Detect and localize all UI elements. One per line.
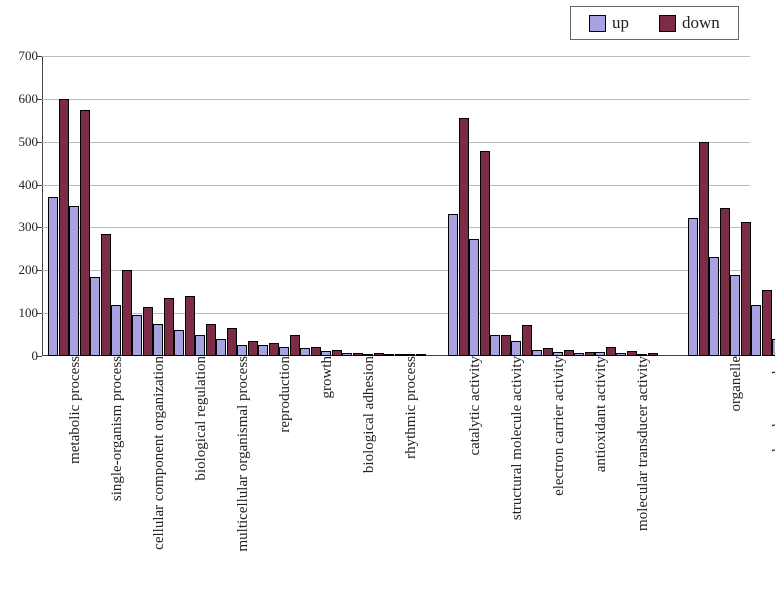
y-tick-label: 200 xyxy=(19,262,43,278)
bar-up xyxy=(730,275,740,356)
y-tick-label: 100 xyxy=(19,305,43,321)
bar-down xyxy=(522,325,532,356)
bar-up xyxy=(448,214,458,356)
legend-label-up: up xyxy=(612,13,629,33)
gridline xyxy=(42,270,750,271)
x-category-label: electron carrier activity xyxy=(547,356,568,496)
x-category-label: growth xyxy=(315,356,336,399)
bar-up xyxy=(688,218,698,356)
bar-down xyxy=(80,110,90,356)
bar-down xyxy=(459,118,469,356)
bar-down xyxy=(227,328,237,356)
y-tick-label: 700 xyxy=(19,48,43,64)
bar-down xyxy=(290,335,300,356)
x-category-label: organelle xyxy=(724,356,745,412)
bar-down xyxy=(101,234,111,356)
bar-up xyxy=(342,353,352,356)
y-tick-label: 600 xyxy=(19,91,43,107)
bar-up xyxy=(237,345,247,356)
bar-up xyxy=(553,352,563,356)
bar-up xyxy=(153,324,163,356)
bar-up xyxy=(111,305,121,356)
x-category-label: cellular component organization xyxy=(147,356,168,550)
legend-swatch-down xyxy=(659,15,676,32)
x-category-label: molecular transducer activity xyxy=(631,356,652,531)
gridline xyxy=(42,142,750,143)
bar-down xyxy=(374,353,384,356)
bar-up xyxy=(363,354,373,356)
bar-down xyxy=(762,290,772,356)
x-category-label: catalytic activity xyxy=(463,356,484,456)
bar-down xyxy=(564,350,574,356)
bar-up xyxy=(490,335,500,356)
bar-up xyxy=(405,354,415,356)
bar-up xyxy=(90,277,100,356)
x-category-label: antioxidant activity xyxy=(589,356,610,472)
bar-up xyxy=(321,351,331,356)
bar-up xyxy=(469,239,479,356)
bar-down xyxy=(269,343,279,356)
bar-up xyxy=(258,345,268,356)
bar-down xyxy=(699,142,709,356)
bar-down xyxy=(206,324,216,356)
gridline xyxy=(42,185,750,186)
y-axis-line xyxy=(42,56,43,356)
bar-up xyxy=(384,354,394,356)
legend: up down xyxy=(570,6,739,40)
x-category-label: reproduction xyxy=(273,356,294,433)
x-category-label: multicellular organismal process xyxy=(231,356,252,552)
bar-up xyxy=(511,341,521,356)
bar-down xyxy=(143,307,153,356)
bar-down xyxy=(248,341,258,356)
y-tick-label: 0 xyxy=(32,348,43,364)
y-tick-label: 500 xyxy=(19,134,43,150)
bar-up xyxy=(616,353,626,356)
bar-up xyxy=(216,339,226,356)
gridline xyxy=(42,227,750,228)
bar-down xyxy=(501,335,511,356)
bar-up xyxy=(279,347,289,356)
legend-item-up: up xyxy=(589,13,629,33)
x-category-label: metabolic process xyxy=(63,356,84,464)
bar-down xyxy=(648,353,658,356)
go-bar-chart: up down 0100200300400500600700metabolic … xyxy=(0,0,775,596)
bar-up xyxy=(709,257,719,356)
bar-up xyxy=(48,197,58,356)
bar-down xyxy=(185,296,195,356)
bar-down xyxy=(59,99,69,356)
bar-up xyxy=(132,315,142,356)
x-category-label: biological regulation xyxy=(189,356,210,481)
x-category-label: biological adhesion xyxy=(357,356,378,473)
bar-down xyxy=(606,347,616,356)
plot-area: 0100200300400500600700metabolic processs… xyxy=(42,56,750,356)
legend-label-down: down xyxy=(682,13,720,33)
gridline xyxy=(42,99,750,100)
x-category-label: structural molecule activity xyxy=(505,356,526,520)
bar-down xyxy=(122,270,132,356)
x-category-label: rhythmic process xyxy=(399,356,420,459)
bar-up xyxy=(532,350,542,356)
bar-down xyxy=(332,350,342,356)
bar-down xyxy=(720,208,730,356)
bar-up xyxy=(174,330,184,356)
bar-down xyxy=(480,151,490,356)
legend-item-down: down xyxy=(659,13,720,33)
bar-up xyxy=(595,352,605,356)
y-tick-label: 300 xyxy=(19,219,43,235)
bar-up xyxy=(574,353,584,356)
bar-up xyxy=(195,335,205,356)
bar-down xyxy=(164,298,174,356)
bar-down xyxy=(416,354,426,356)
bar-up xyxy=(69,206,79,356)
legend-swatch-up xyxy=(589,15,606,32)
bar-up xyxy=(300,348,310,356)
gridline xyxy=(42,56,750,57)
bar-down xyxy=(543,348,553,356)
bar-up xyxy=(637,354,647,356)
x-category-label: single-organism process xyxy=(105,356,126,501)
x-category-label: macromolecular complex xyxy=(766,356,775,509)
bar-down xyxy=(741,222,751,356)
bar-up xyxy=(751,305,761,356)
y-tick-label: 400 xyxy=(19,177,43,193)
